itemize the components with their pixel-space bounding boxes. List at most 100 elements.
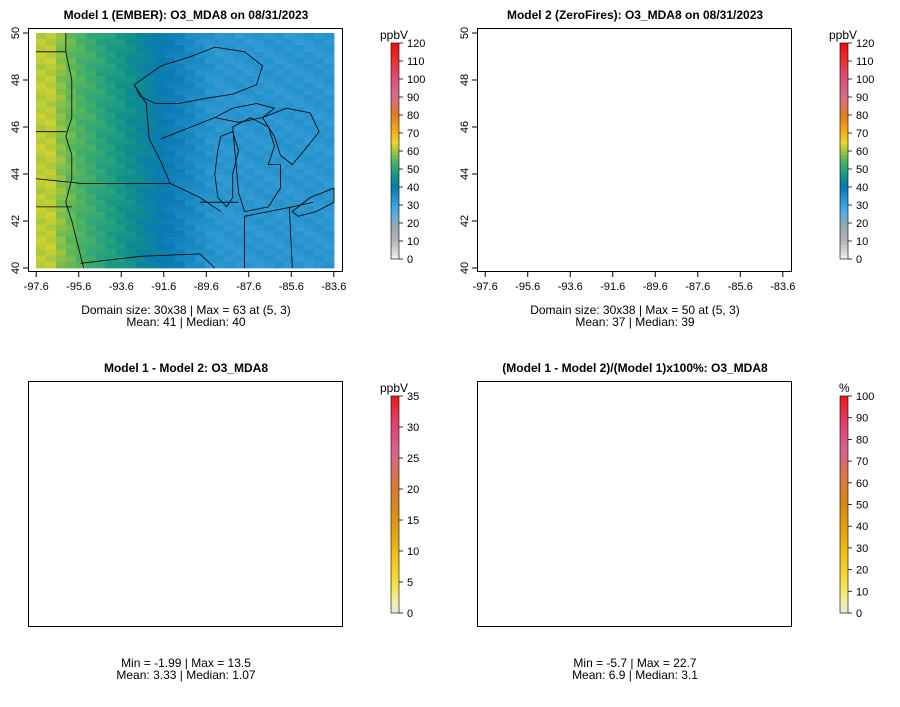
heatmap-cell [284,237,295,244]
heatmap-cell [254,63,265,71]
heatmap-cell [125,57,136,65]
heatmap-cell [294,33,305,40]
heatmap-cell [75,193,87,201]
heatmap-cell [254,199,265,207]
heatmap-cell [36,187,47,195]
heatmap-cell [105,249,116,257]
heatmap-cell [125,162,136,170]
colorbar-tick-label: 90 [407,92,419,104]
heatmap-cell [75,107,87,114]
heatmap-cell [55,45,67,52]
heatmap-cell [95,199,106,207]
heatmap-cell [274,230,285,238]
heatmap-cell [304,150,315,158]
heatmap-cell [264,76,275,83]
colorbar-segment [391,406,399,411]
heatmap-cell [214,76,226,83]
heatmap-cell [125,63,136,71]
heatmap-cell [155,119,166,127]
heatmap-cell [105,156,116,164]
colorbar-segment [391,580,399,585]
x-tick-label: -87.6 [236,281,261,293]
heatmap-cell [125,144,136,151]
heatmap-cell [194,199,206,207]
colorbar-tick-label: 0 [407,608,413,620]
heatmap-cell [75,113,87,120]
heatmap-cell [304,51,315,59]
heatmap-cell [264,255,275,263]
colorbar-segment [391,111,399,116]
heatmap-cell [314,255,325,263]
colorbar-tick-label: 80 [407,110,419,122]
heatmap-cell [36,193,47,201]
heatmap-cell [284,39,295,46]
heatmap-cell [214,45,226,52]
heatmap-cell [45,162,57,170]
x-tick-label: -85.6 [279,281,304,293]
heatmap-cell [105,125,116,133]
lake-shoreline [261,107,320,166]
heatmap-cell [244,243,255,250]
heatmap-cell [224,144,236,151]
heatmap-cell [115,39,126,46]
heatmap-cell [115,63,126,71]
map-outlines [35,33,335,269]
heatmap-cell [324,107,335,114]
heatmap-cell [105,169,116,176]
colorbar-segment [391,194,399,199]
heatmap-cell [45,51,57,59]
heatmap-cell [224,94,236,102]
heatmap-cell [204,144,216,151]
x-tick-label: -83.6 [770,281,795,293]
heatmap-cell [194,131,206,139]
heatmap-cell [65,181,77,188]
heatmap-cell [304,156,315,164]
heatmap-cell [165,45,176,52]
heatmap-cell [234,230,245,238]
colorbar-segment [391,551,399,556]
colorbar-segment [840,215,848,220]
heatmap-cell [194,39,206,46]
heatmap-cell [224,101,236,108]
colorbar-segment [391,584,399,589]
heatmap-cell [224,218,236,226]
heatmap-cell [254,131,265,139]
heatmap-cell [314,243,325,250]
heatmap-cell [95,144,106,151]
state-boundary [288,206,293,269]
heatmap-cell [175,131,186,139]
y-tick-label: 44 [459,168,471,180]
heatmap-cell [85,119,96,127]
colorbar-tick-label: 5 [407,577,413,589]
heatmap-cell [214,113,226,120]
heatmap-cell [304,94,315,102]
heatmap-cell [105,70,116,77]
heatmap-cell [234,181,245,188]
heatmap-cell [36,199,47,207]
heatmap-cell [264,57,275,65]
heatmap-cell [204,249,216,257]
heatmap-cell [214,261,226,269]
heatmap-cell [324,224,335,232]
heatmap-cell [204,175,216,182]
heatmap-cell [135,156,146,164]
heatmap-cell [314,39,325,46]
heatmap-cell [85,255,96,263]
heatmap-cell [175,88,186,96]
heatmap-cell [145,230,156,238]
heatmap-cell [254,51,265,59]
heatmap-cell [294,169,305,176]
heatmap-cell [185,51,196,59]
heatmap-cell [324,131,335,139]
heatmap-cell [234,261,245,269]
heatmap-cell [85,76,96,83]
heatmap-cell [294,57,305,65]
heatmap-cell [155,144,166,151]
colorbar-tick-label: 60 [856,146,868,158]
heatmap-cell [284,224,295,232]
colorbar-tick-label: 120 [856,38,874,50]
colorbar-segment [391,504,399,509]
heatmap-cell [264,51,275,59]
colorbar-segment [391,100,399,105]
heatmap-cell [45,113,57,120]
